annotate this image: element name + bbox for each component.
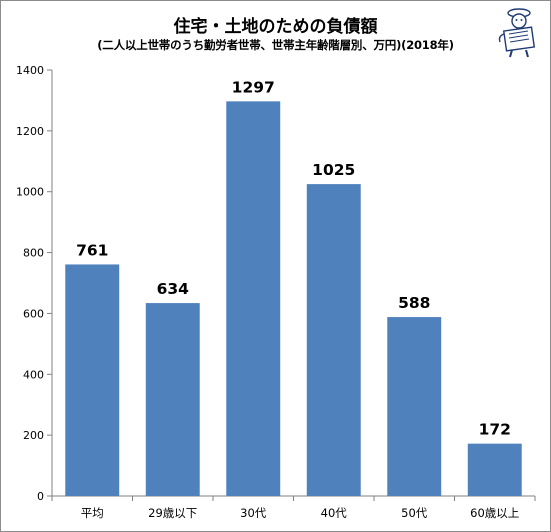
x-tick-label: 40代 (321, 506, 348, 520)
chart-subtitle: (二人以上世帯のうち勤労者世帯、世帯主年齢階層別、万円)(2018年) (97, 38, 454, 52)
data-label: 761 (76, 241, 108, 259)
x-tick-label: 平均 (81, 506, 104, 520)
y-tick-label: 1000 (16, 186, 44, 199)
bar (145, 303, 200, 496)
newspaper-reading-mascot-icon (498, 8, 536, 58)
y-tick-label: 1200 (16, 125, 44, 138)
chart-title: 住宅・土地のための負債額 (173, 17, 378, 37)
data-label: 172 (479, 421, 511, 439)
bar (65, 264, 120, 496)
data-label: 634 (157, 280, 190, 298)
x-tick-label: 60歳以上 (470, 506, 519, 520)
bar (226, 101, 281, 496)
y-tick-label: 0 (37, 490, 44, 503)
y-tick-label: 1400 (16, 64, 44, 77)
bar (306, 184, 361, 496)
x-tick-label: 50代 (401, 506, 428, 520)
y-tick-label: 400 (23, 368, 44, 381)
data-label: 588 (398, 294, 430, 312)
x-tick-label: 30代 (240, 506, 267, 520)
x-tick-label: 29歳以下 (148, 506, 197, 520)
bar (387, 317, 442, 496)
bar (467, 443, 522, 496)
y-tick-label: 800 (23, 247, 44, 260)
y-tick-label: 600 (23, 307, 44, 320)
data-label: 1025 (312, 161, 355, 179)
y-tick-label: 200 (23, 429, 44, 442)
data-label: 1297 (232, 78, 275, 96)
